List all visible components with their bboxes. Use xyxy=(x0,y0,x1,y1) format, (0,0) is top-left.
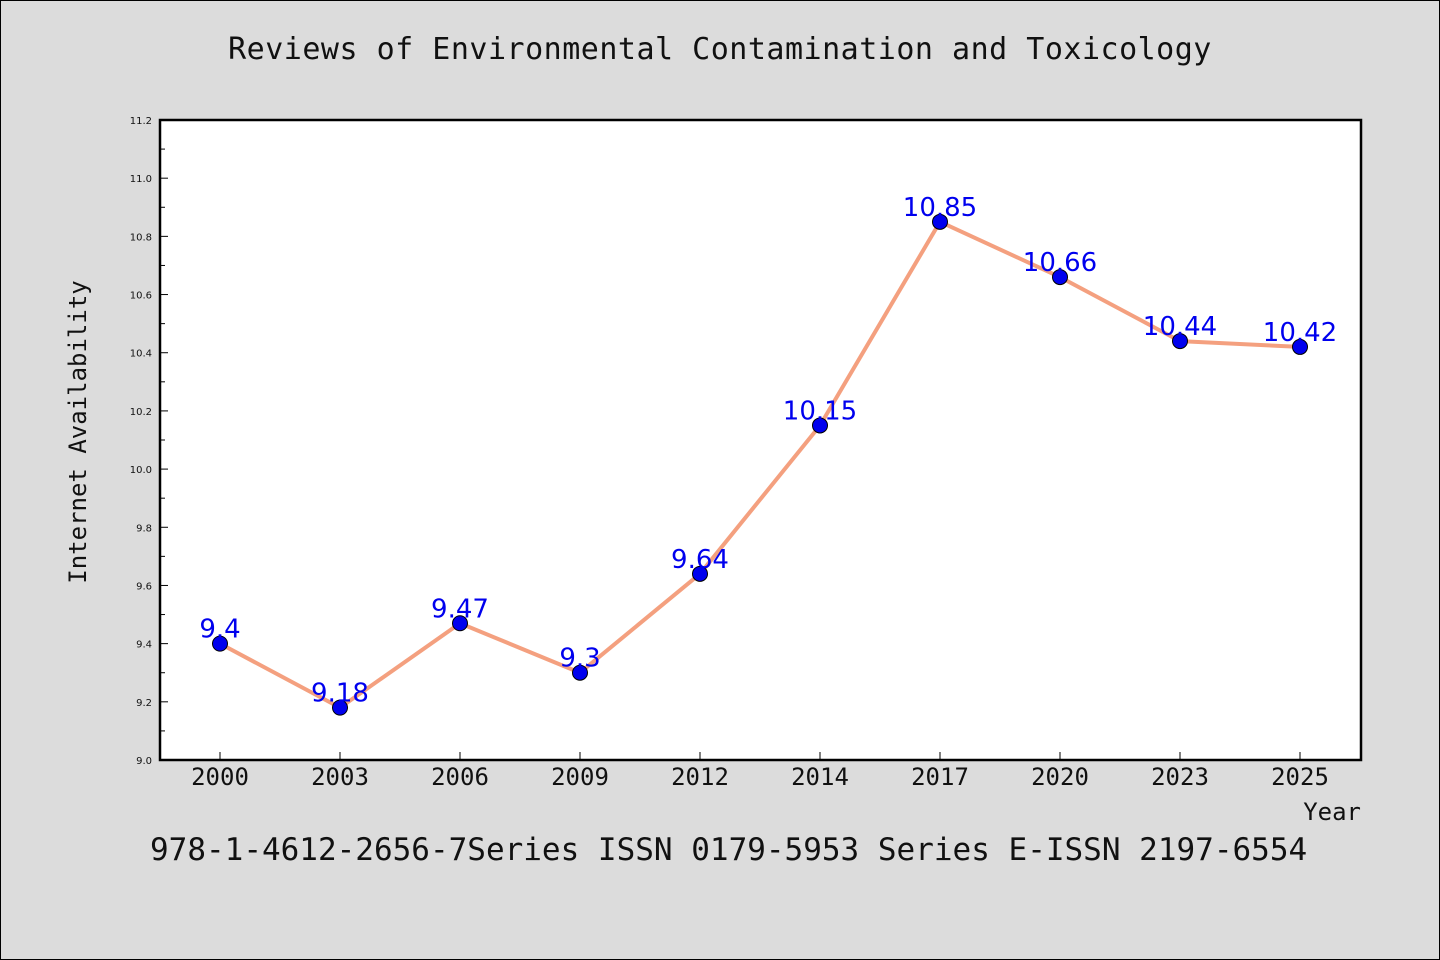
y-tick-label: 10.2 xyxy=(130,407,152,418)
data-point-marker xyxy=(1172,333,1188,350)
chart-title: Reviews of Environmental Contamination a… xyxy=(228,32,1212,67)
data-label: 9.4 xyxy=(199,615,240,645)
x-tick-label: 2009 xyxy=(551,763,609,791)
y-tick-label: 9.8 xyxy=(136,523,152,534)
data-label: 10.66 xyxy=(1023,248,1097,278)
x-tick-label: 2020 xyxy=(1031,763,1089,791)
x-tick-label: 2000 xyxy=(191,763,249,791)
data-label: 9.18 xyxy=(311,679,369,709)
plot-area xyxy=(158,118,1363,762)
data-label: 10.15 xyxy=(783,396,857,426)
y-tick-label: 9.4 xyxy=(136,640,152,651)
y-tick-label: 10.8 xyxy=(130,232,152,243)
y-tick-label: 9.0 xyxy=(136,756,152,767)
x-tick-label: 2017 xyxy=(911,763,969,791)
x-tick-label: 2006 xyxy=(431,763,489,791)
y-axis-label: Internet Availability xyxy=(64,280,92,583)
data-point-marker xyxy=(452,615,468,632)
x-tick-label: 2023 xyxy=(1151,763,1209,791)
data-label: 10.44 xyxy=(1143,312,1217,342)
x-tick-label: 2003 xyxy=(311,763,369,791)
data-point-marker xyxy=(932,213,948,230)
data-point-marker xyxy=(572,664,588,681)
y-tick-label: 10.6 xyxy=(130,291,152,302)
x-tick-label: 2014 xyxy=(791,763,849,791)
data-point-marker xyxy=(1292,338,1308,355)
data-label: 10.85 xyxy=(903,193,977,223)
x-axis-label: Year xyxy=(1303,798,1361,826)
isbn-issn-caption: 978-1-4612-2656-7Series ISSN 0179-5953 S… xyxy=(150,832,1308,868)
y-tick-label: 11.2 xyxy=(130,116,152,127)
data-label: 9.47 xyxy=(431,594,489,624)
x-tick-label: 2012 xyxy=(671,763,729,791)
data-point-marker xyxy=(812,417,828,434)
series-line xyxy=(218,219,1302,710)
data-point-marker xyxy=(1052,269,1068,286)
y-tick-label: 10.0 xyxy=(130,465,152,476)
data-label: 10.42 xyxy=(1263,318,1337,348)
y-tick-label: 9.6 xyxy=(136,581,152,592)
y-tick-label: 10.4 xyxy=(130,349,152,360)
data-point-marker xyxy=(332,699,348,716)
data-label: 9.64 xyxy=(671,545,729,575)
data-point-marker xyxy=(692,565,708,582)
data-label: 9.3 xyxy=(559,644,600,674)
x-tick-label: 2025 xyxy=(1271,763,1329,791)
y-tick-label: 11.0 xyxy=(130,174,152,185)
data-point-marker xyxy=(212,635,228,652)
y-tick-label: 9.2 xyxy=(136,698,152,709)
